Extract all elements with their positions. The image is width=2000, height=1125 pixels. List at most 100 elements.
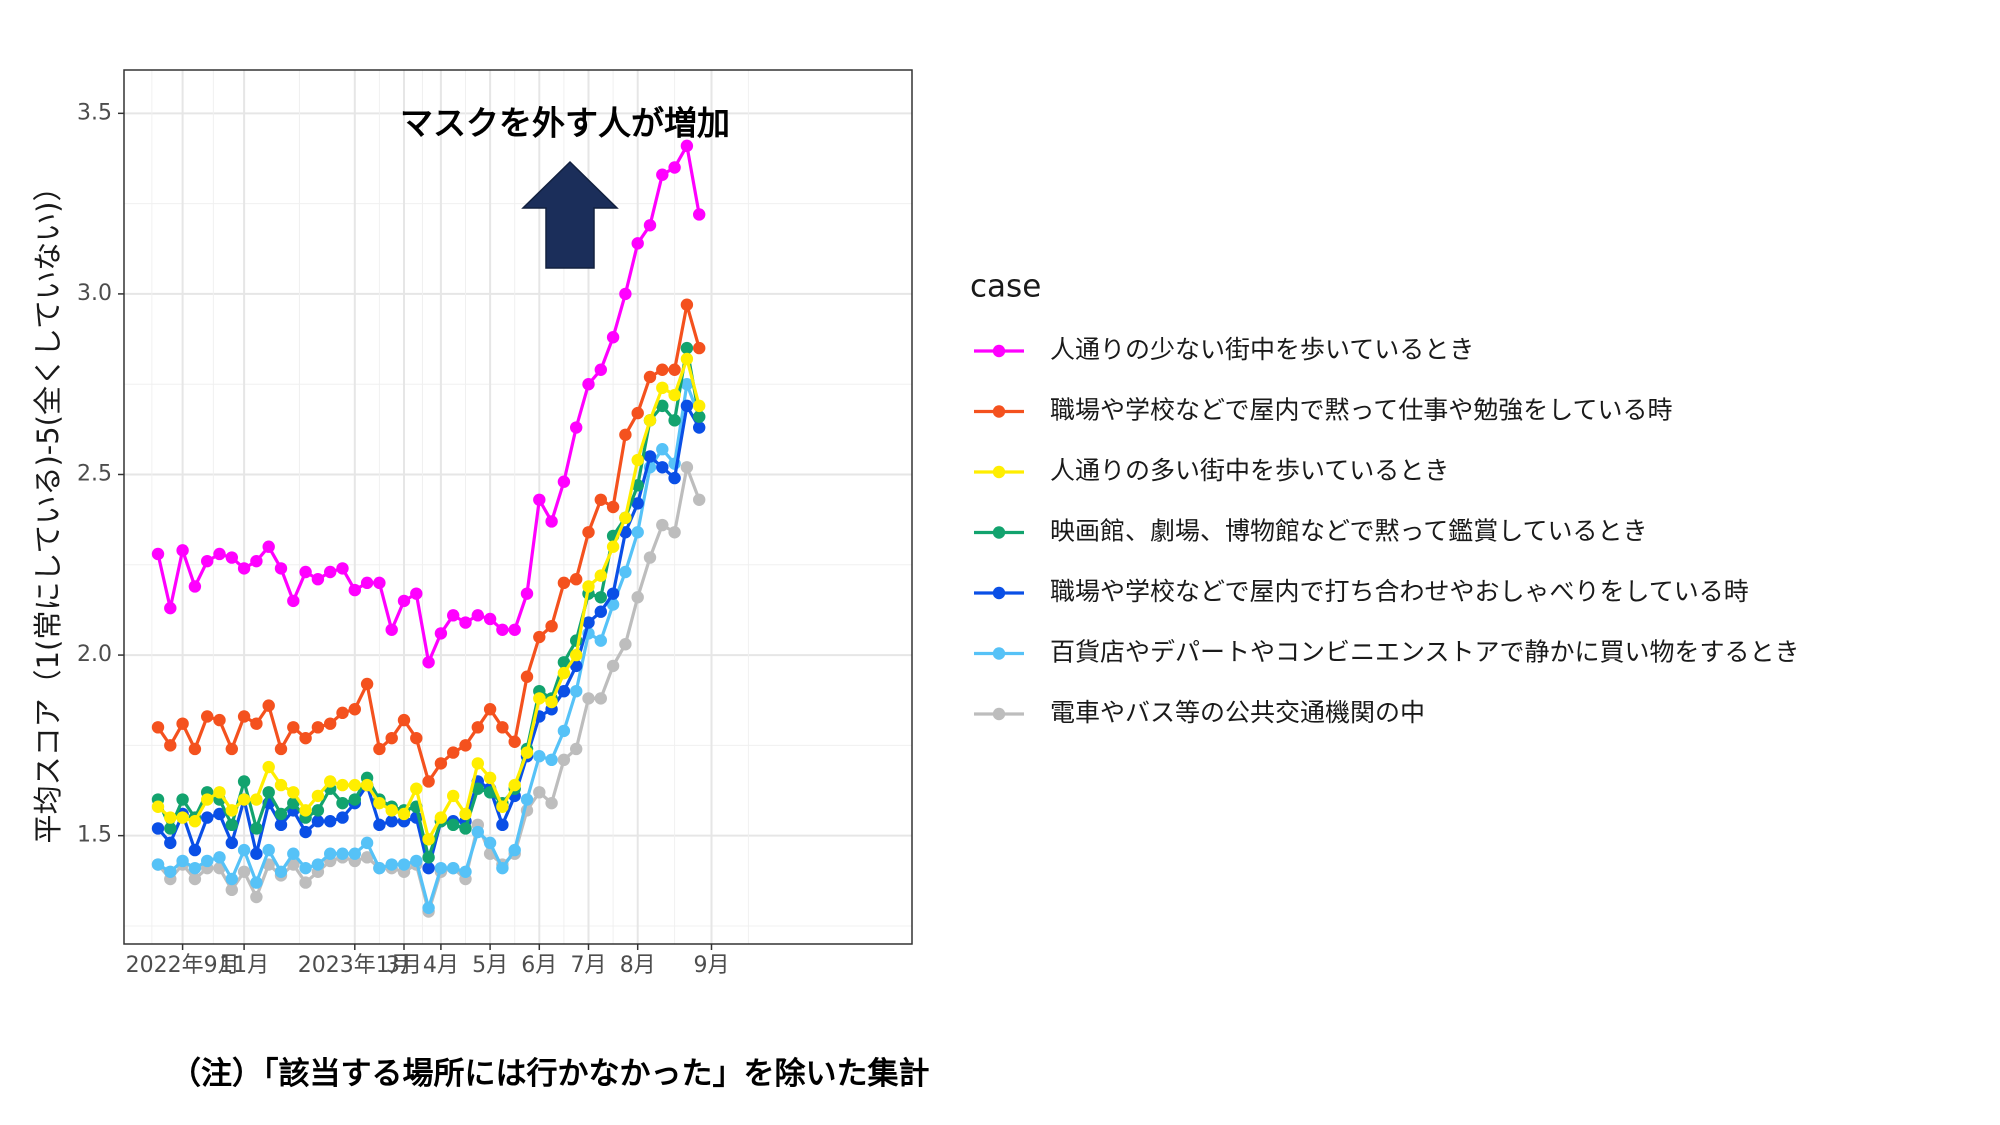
data-point	[311, 789, 325, 803]
data-point	[410, 782, 423, 795]
data-point	[274, 818, 288, 832]
data-point	[237, 865, 251, 878]
data-point	[274, 562, 288, 575]
data-point	[287, 786, 300, 799]
data-point	[287, 721, 300, 734]
legend-label: 人通りの少ない街中を歩いているとき	[1050, 335, 1474, 364]
data-point	[471, 782, 484, 795]
data-point	[299, 876, 312, 889]
data-point	[385, 804, 398, 817]
data-point	[164, 739, 177, 752]
data-point	[360, 851, 374, 864]
data-point	[471, 721, 484, 734]
data-point	[250, 822, 263, 835]
data-point	[656, 363, 669, 376]
data-point	[299, 804, 312, 817]
x-tick-label: 4月	[423, 953, 459, 978]
legend-key-point	[992, 526, 1006, 539]
data-point	[471, 757, 484, 770]
data-point	[274, 865, 288, 878]
legend-item: 職場や学校などで屋内で打ち合わせやおしゃべりをしている時	[974, 577, 1749, 606]
data-point	[570, 684, 583, 698]
data-point	[360, 836, 374, 850]
data-point	[164, 865, 177, 878]
x-tick-label: 11月	[219, 953, 269, 978]
data-point	[533, 493, 546, 506]
data-point	[570, 742, 583, 756]
data-point	[508, 623, 521, 636]
data-point	[287, 847, 300, 860]
data-point	[225, 836, 238, 850]
data-point	[237, 562, 251, 575]
legend-item: 電車やバス等の公共交通機関の中	[974, 698, 1425, 727]
data-point	[631, 453, 644, 467]
data-point	[557, 656, 571, 669]
data-point	[164, 836, 177, 850]
data-point	[336, 562, 349, 575]
data-point	[570, 421, 583, 434]
data-point	[557, 475, 571, 488]
data-point	[619, 511, 632, 525]
data-point	[188, 580, 202, 593]
data-point	[324, 717, 337, 730]
data-point	[397, 858, 411, 871]
y-tick-label: 2.5	[77, 461, 112, 486]
data-point	[533, 692, 546, 705]
data-point	[533, 630, 546, 644]
data-point	[594, 493, 607, 506]
data-point	[656, 518, 669, 532]
data-point	[656, 461, 669, 474]
data-point	[410, 854, 423, 868]
data-point	[237, 775, 251, 788]
data-point	[619, 428, 632, 441]
data-point	[274, 778, 288, 792]
data-point	[422, 775, 435, 788]
data-point	[643, 219, 657, 232]
data-point	[311, 858, 325, 871]
data-point	[434, 861, 448, 875]
data-point	[422, 901, 435, 915]
data-point	[483, 612, 497, 626]
legend-label: 電車やバス等の公共交通機関の中	[1050, 698, 1425, 727]
data-point	[373, 742, 386, 756]
data-point	[520, 746, 534, 759]
data-point	[668, 363, 681, 376]
legend-label: 人通りの多い街中を歩いているとき	[1050, 456, 1449, 485]
legend-key-point	[992, 405, 1006, 418]
data-point	[201, 854, 214, 868]
footnote: （注）「該当する場所には行かなかった」を除いた集計	[170, 1056, 930, 1092]
data-point	[606, 540, 620, 553]
data-point	[287, 594, 300, 608]
y-tick-label: 3.5	[77, 100, 112, 125]
data-point	[656, 381, 669, 395]
data-point	[213, 713, 226, 727]
data-point	[324, 565, 337, 579]
data-point	[447, 789, 460, 803]
legend-label: 映画館、劇場、博物館などで黙って鑑賞しているとき	[1050, 517, 1648, 546]
data-point	[201, 811, 214, 824]
data-point	[188, 872, 202, 886]
data-point	[201, 793, 214, 806]
data-point	[151, 858, 165, 871]
data-point	[225, 872, 238, 886]
data-point	[250, 717, 263, 730]
data-point	[680, 341, 694, 355]
data-point	[422, 851, 435, 864]
data-point	[311, 815, 325, 828]
data-point	[348, 703, 361, 716]
data-point	[668, 388, 681, 402]
data-point	[274, 807, 288, 821]
data-point	[250, 876, 263, 889]
legend-item: 百貨店やデパートやコンビニエンストアで静かに買い物をするとき	[974, 638, 1800, 667]
x-tick-label: 2023年1月	[298, 953, 412, 978]
data-point	[434, 757, 448, 770]
data-point	[213, 851, 226, 864]
data-point	[643, 450, 657, 463]
x-tick-label: 5月	[472, 953, 508, 978]
data-point	[459, 807, 472, 821]
annotation-arrow-icon	[521, 160, 619, 269]
data-point	[336, 706, 349, 720]
data-point	[299, 565, 312, 579]
data-point	[606, 598, 620, 611]
y-tick-label: 3.0	[77, 281, 112, 306]
